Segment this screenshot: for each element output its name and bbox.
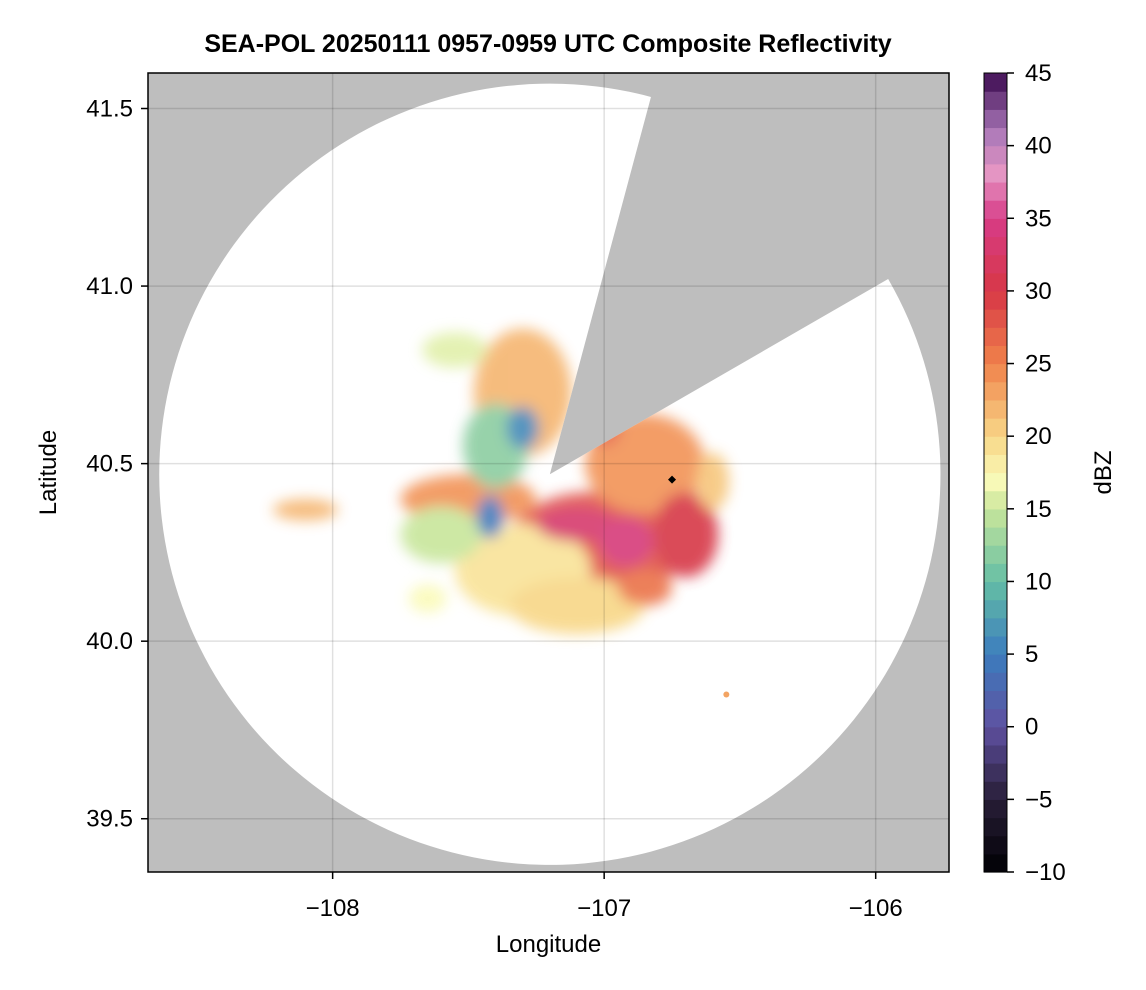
colorbar-segment xyxy=(984,744,1007,764)
colorbar-segment xyxy=(984,599,1007,619)
colorbar-segment xyxy=(984,763,1007,782)
colorbar-segment xyxy=(984,436,1007,455)
x-tick-label: −108 xyxy=(306,895,360,922)
colorbar-label: dBZ xyxy=(1090,450,1117,494)
colorbar-segment xyxy=(984,781,1007,800)
colorbar-segment xyxy=(984,472,1007,492)
echo-region xyxy=(272,499,339,521)
colorbar-segment xyxy=(984,454,1007,474)
colorbar-segment xyxy=(984,200,1007,219)
colorbar-segment xyxy=(984,363,1007,383)
plot-frame xyxy=(147,72,950,873)
colorbar-segment xyxy=(984,726,1007,746)
y-tick-label: 40.0 xyxy=(86,628,133,655)
colorbar-segment xyxy=(984,526,1007,546)
x-tick-label: −106 xyxy=(849,895,903,922)
echo-region xyxy=(509,577,645,635)
colorbar-segment xyxy=(984,163,1007,183)
colorbar-segment xyxy=(984,672,1007,692)
colorbar-segment xyxy=(984,799,1007,819)
colorbar-segment xyxy=(984,345,1007,365)
chart-title: SEA-POL 20250111 0957-0959 UTC Composite… xyxy=(204,30,892,58)
plot-area xyxy=(148,73,949,872)
colorbar-segment xyxy=(984,399,1007,419)
colorbar-segment xyxy=(984,708,1007,728)
colorbar-segment xyxy=(984,91,1007,110)
colorbar-segment xyxy=(984,563,1007,583)
echo-region xyxy=(723,691,730,698)
radar-coverage xyxy=(159,83,941,865)
y-tick-label: 41.0 xyxy=(86,273,133,300)
colorbar-segment xyxy=(984,490,1007,510)
y-axis-label: Latitude xyxy=(35,430,62,515)
colorbar-tick-label: 5 xyxy=(1025,641,1038,668)
colorbar-segment xyxy=(984,508,1007,528)
colorbar-segment xyxy=(984,381,1007,401)
axes: −108 −107 −106 39.5 40.0 40.5 41.0 41.5 Longitud… xyxy=(35,72,950,958)
colorbar-tick-label: 0 xyxy=(1025,714,1038,741)
colorbar-tick-label: −10 xyxy=(1025,859,1066,886)
colorbar-tick-label: 25 xyxy=(1025,351,1052,378)
colorbar-segment xyxy=(984,181,1007,201)
colorbar-tick-label: 40 xyxy=(1025,133,1052,160)
colorbar-tick-label: 45 xyxy=(1025,60,1052,87)
x-tick-label: −107 xyxy=(577,895,631,922)
echo-region xyxy=(598,516,654,567)
colorbar-frame xyxy=(983,72,1008,873)
echo-region xyxy=(476,495,504,539)
colorbar-segment xyxy=(984,635,1007,655)
colorbar-segment xyxy=(984,290,1007,310)
colorbar-tick-label: 10 xyxy=(1025,568,1052,595)
colorbar-segment xyxy=(984,309,1007,328)
colorbar-segment xyxy=(984,272,1007,292)
echo-region xyxy=(506,406,539,450)
colorbar-segment xyxy=(984,690,1007,710)
colorbar-tick-label: 30 xyxy=(1025,278,1052,305)
colorbar-segment xyxy=(984,236,1007,256)
colorbar: −10 −5 0 5 10 15 20 25 30 35 40 45 dBZ xyxy=(983,60,1117,886)
y-tick-label: 41.5 xyxy=(86,96,133,123)
reflectivity-field xyxy=(272,328,730,698)
reflectivity-blobs xyxy=(272,328,730,635)
colorbar-tick-label: 35 xyxy=(1025,205,1052,232)
colorbar-segment xyxy=(984,109,1007,129)
gridlines xyxy=(148,73,949,872)
colorbar-tick-label: 20 xyxy=(1025,423,1052,450)
echo-region xyxy=(536,506,618,542)
colorbar-segment xyxy=(984,817,1007,837)
location-marker xyxy=(668,475,677,484)
colorbar-segment xyxy=(984,581,1007,601)
colorbar-segment xyxy=(984,254,1007,274)
colorbar-segment xyxy=(984,327,1007,346)
colorbar-segment xyxy=(984,617,1007,637)
colorbar-tick-label: −5 xyxy=(1025,786,1052,813)
colorbar-segment xyxy=(984,835,1007,855)
echo-region xyxy=(400,506,482,564)
colorbar-segment xyxy=(984,418,1007,437)
echo-region xyxy=(422,332,488,368)
colorbar-segment xyxy=(984,145,1007,165)
echo-region xyxy=(653,492,719,578)
colorbar-tick-label: 15 xyxy=(1025,496,1052,523)
colorbar-segment xyxy=(984,853,1007,873)
colorbar-segment xyxy=(984,545,1007,564)
colorbar-segment xyxy=(984,654,1007,673)
echo-region xyxy=(617,570,673,606)
colorbar-segment xyxy=(984,218,1007,238)
y-tick-label: 39.5 xyxy=(86,806,133,833)
x-axis-label: Longitude xyxy=(496,931,601,958)
echo-region xyxy=(408,584,447,613)
y-tick-label: 40.5 xyxy=(86,451,133,478)
colorbar-segment xyxy=(984,127,1007,147)
echo-region xyxy=(696,452,730,510)
colorbar-segment xyxy=(984,73,1007,92)
